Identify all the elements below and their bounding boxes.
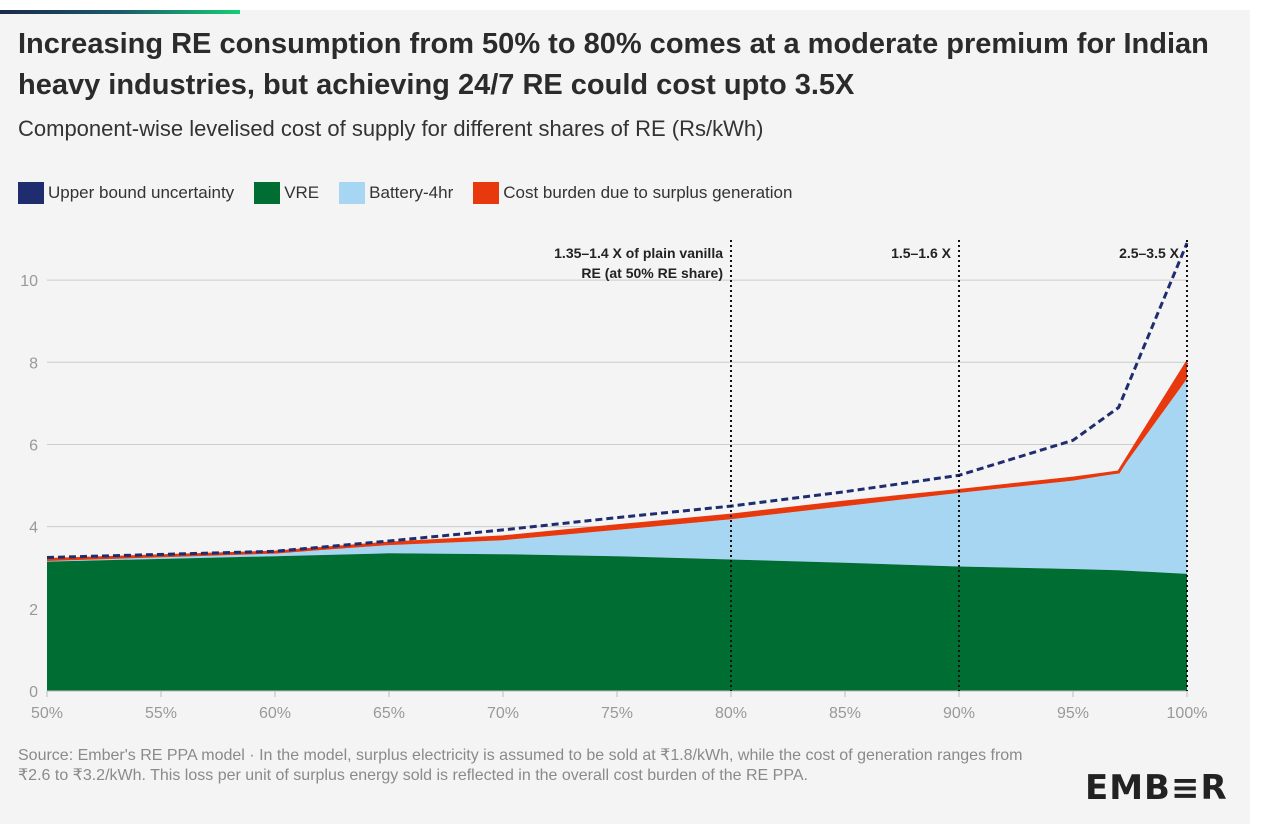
annotation-label: 1.35–1.4 X of plain vanilla <box>554 245 723 261</box>
legend: Upper bound uncertainty VRE Battery-4hr … <box>18 182 812 204</box>
x-tick-label: 50% <box>31 705 63 722</box>
y-tick-label: 8 <box>29 355 38 372</box>
x-tick-label: 60% <box>259 705 291 722</box>
legend-label-surplus: Cost burden due to surplus generation <box>503 183 793 202</box>
x-tick-label: 90% <box>943 705 975 722</box>
annotation-label: 2.5–3.5 X <box>1119 245 1180 261</box>
battery-area <box>47 378 1187 574</box>
legend-item-surplus: Cost burden due to surplus generation <box>473 182 792 204</box>
source-note: Source: Ember's RE PPA model · In the mo… <box>18 747 1023 784</box>
legend-label-vre: VRE <box>284 183 320 202</box>
x-tick-label: 100% <box>1167 705 1208 722</box>
vre-area <box>47 553 1187 691</box>
y-tick-label: 4 <box>29 520 38 537</box>
legend-item-upper-bound: Upper bound uncertainty <box>18 182 234 204</box>
legend-item-vre: VRE <box>254 182 319 204</box>
legend-swatch-upper-bound <box>18 182 44 204</box>
x-tick-label: 85% <box>829 705 861 722</box>
x-tick-label: 55% <box>145 705 177 722</box>
x-tick-label: 70% <box>487 705 519 722</box>
y-tick-label: 0 <box>29 684 38 701</box>
legend-swatch-battery <box>339 182 366 204</box>
chart-title: Increasing RE consumption from 50% to 80… <box>18 28 1209 101</box>
y-tick-label: 2 <box>29 602 38 619</box>
x-tick-label: 95% <box>1057 705 1089 722</box>
annotation-label: 1.5–1.6 X <box>891 245 952 261</box>
y-tick-label: 10 <box>20 273 38 290</box>
ember-logo: EMB≡R <box>1085 768 1228 808</box>
annotation-label: RE (at 50% RE share) <box>581 265 723 281</box>
x-tick-label: 65% <box>373 705 405 722</box>
legend-swatch-surplus <box>473 182 500 204</box>
x-tick-label: 75% <box>601 705 633 722</box>
y-tick-label: 6 <box>29 437 38 454</box>
legend-label-battery: Battery-4hr <box>369 183 454 202</box>
legend-label-upper-bound: Upper bound uncertainty <box>48 183 235 202</box>
legend-item-battery: Battery-4hr <box>339 182 453 204</box>
chart-subtitle: Component-wise levelised cost of supply … <box>18 116 764 141</box>
x-tick-label: 80% <box>715 705 747 722</box>
legend-swatch-vre <box>254 182 281 204</box>
accent-bar <box>0 10 240 14</box>
